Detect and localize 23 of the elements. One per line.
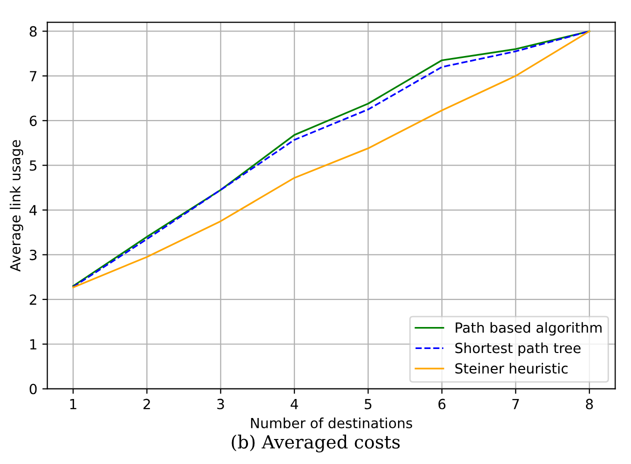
- x-tick-label: 3: [217, 398, 224, 410]
- y-tick-label: 6: [30, 116, 37, 126]
- x-tick-label: 1: [70, 398, 76, 410]
- x-tick-label: 4: [290, 398, 298, 410]
- text: (b) Averaged costs: [232, 434, 400, 452]
- y-axis-title: Average link usage: [10, 140, 24, 272]
- y-tick-label: 1: [30, 339, 36, 350]
- x-tick-label: 2: [143, 398, 150, 410]
- y-tick-label: 2: [30, 294, 36, 305]
- y-tick-label: 5: [30, 160, 36, 171]
- y-tick-label: 0: [30, 384, 37, 394]
- x-tick-label: 8: [586, 398, 593, 410]
- x-axis-title: Number of destinations: [251, 418, 412, 428]
- x-tick-label: 6: [438, 398, 446, 410]
- legend-label: Steiner heuristic: [455, 362, 568, 374]
- x-tick-label: 7: [512, 398, 519, 410]
- y-tick-label: 8: [30, 26, 37, 37]
- legend-label: Shortest path tree: [455, 342, 581, 356]
- y-tick-label: 7: [30, 71, 36, 82]
- legend-label: Path based algorithm: [456, 322, 602, 336]
- y-tick-label: 3: [30, 250, 36, 260]
- x-tick-label: 5: [364, 398, 372, 410]
- y-tick-label: 4: [29, 205, 37, 216]
